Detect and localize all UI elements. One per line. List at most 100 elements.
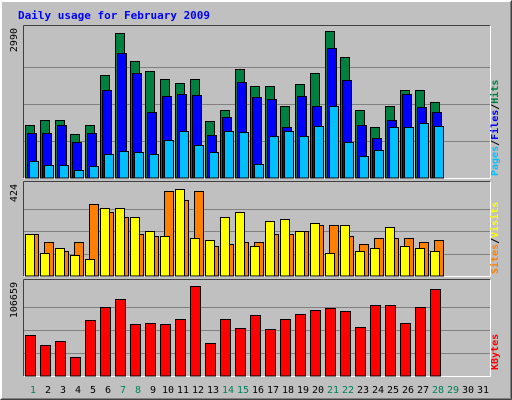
x-tick-label-day-7: 7 bbox=[120, 385, 126, 396]
x-tick-label-day-15: 15 bbox=[237, 385, 249, 396]
x-tick-labels: 1 2 3 4 5 6 7 8 9 10 11 12 13 14 15 16 17 18 19 20 21 22 23 24 2… bbox=[30, 385, 489, 396]
x-tick-label-day-19: 19 bbox=[297, 385, 309, 396]
bar-kbytes-day-8 bbox=[130, 324, 141, 377]
bar-visits-day-20 bbox=[310, 223, 320, 277]
bar-visits-day-3 bbox=[55, 248, 65, 277]
bar-visits-day-5 bbox=[85, 259, 95, 277]
x-tick-label-day-31: 31 bbox=[477, 385, 489, 396]
bar-visits-day-24 bbox=[370, 248, 380, 277]
bar-kbytes-day-9 bbox=[145, 323, 156, 377]
bar-visits-day-10 bbox=[160, 236, 170, 277]
x-tick-label-day-22: 22 bbox=[342, 385, 354, 396]
bar-visits-day-27 bbox=[415, 248, 425, 277]
bar-pages-day-5 bbox=[89, 166, 99, 179]
x-tick-label-day-13: 13 bbox=[207, 385, 219, 396]
bar-kbytes-day-10 bbox=[160, 324, 171, 377]
bar-pages-day-22 bbox=[344, 142, 354, 179]
x-tick-label-day-27: 27 bbox=[417, 385, 429, 396]
bar-kbytes-day-2 bbox=[40, 345, 51, 377]
panel-hits-legend: Pages/Files/Hits bbox=[489, 80, 501, 176]
bar-visits-day-8 bbox=[130, 217, 140, 277]
bar-pages-day-16 bbox=[254, 164, 264, 179]
bar-visits-day-25 bbox=[385, 227, 395, 277]
bar-kbytes-day-13 bbox=[205, 343, 216, 377]
bar-pages-day-14 bbox=[224, 131, 234, 179]
x-tick-label-day-11: 11 bbox=[177, 385, 189, 396]
x-tick-label-day-4: 4 bbox=[75, 385, 81, 396]
panel-visits: 424 Sites/Visits bbox=[9, 181, 501, 277]
bar-kbytes-day-12 bbox=[190, 286, 201, 377]
legend-visits: Visits bbox=[489, 202, 501, 238]
bar-visits-day-4 bbox=[70, 255, 80, 277]
bar-pages-day-9 bbox=[149, 154, 159, 179]
bar-pages-day-6 bbox=[104, 154, 114, 179]
bar-pages-day-23 bbox=[359, 156, 369, 179]
bar-visits-day-2 bbox=[40, 253, 50, 277]
panel-kbytes: 106659 KBytes bbox=[9, 279, 501, 377]
bar-kbytes-day-26 bbox=[400, 323, 411, 377]
bar-visits-day-23 bbox=[355, 251, 365, 277]
bar-pages-day-7 bbox=[119, 151, 129, 179]
bar-kbytes-day-24 bbox=[370, 305, 381, 377]
x-tick-label-day-2: 2 bbox=[45, 385, 51, 396]
bar-visits-day-11 bbox=[175, 189, 185, 277]
bar-visits-day-6 bbox=[100, 208, 110, 277]
bar-pages-day-17 bbox=[269, 136, 279, 179]
bar-kbytes-day-6 bbox=[100, 307, 111, 377]
panel-kbytes-max-label: 106659 bbox=[9, 282, 20, 318]
bar-visits-day-19 bbox=[295, 231, 305, 277]
bar-pages-day-11 bbox=[179, 131, 189, 179]
bar-kbytes-day-28 bbox=[430, 289, 441, 377]
bar-kbytes-day-22 bbox=[340, 311, 351, 377]
bar-visits-day-14 bbox=[220, 217, 230, 277]
bar-kbytes-day-20 bbox=[310, 310, 321, 377]
x-tick-label-day-29: 29 bbox=[447, 385, 459, 396]
x-tick-label-day-25: 25 bbox=[387, 385, 399, 396]
bar-pages-day-20 bbox=[314, 126, 324, 179]
x-tick-label-day-21: 21 bbox=[327, 385, 339, 396]
x-tick-label-day-30: 30 bbox=[462, 385, 474, 396]
panel-kbytes-legend: KBytes bbox=[490, 334, 501, 370]
legend-sites: Sites bbox=[489, 244, 501, 274]
bar-kbytes-day-27 bbox=[415, 307, 426, 377]
bar-pages-day-25 bbox=[389, 127, 399, 179]
bar-visits-day-21 bbox=[325, 253, 335, 277]
legend-separator: / bbox=[490, 238, 501, 244]
bar-pages-day-2 bbox=[44, 165, 54, 179]
x-tick-label-day-1: 1 bbox=[30, 385, 36, 396]
chart-title: Daily usage for February 2009 bbox=[18, 9, 210, 22]
panel-visits-max-label: 424 bbox=[9, 184, 20, 202]
legend-pages: Pages bbox=[490, 146, 501, 176]
bar-kbytes-day-15 bbox=[235, 328, 246, 377]
x-tick-label-day-24: 24 bbox=[372, 385, 384, 396]
x-tick-label-day-28: 28 bbox=[432, 385, 444, 396]
bar-pages-day-21 bbox=[329, 106, 339, 179]
bar-visits-day-17 bbox=[265, 221, 275, 277]
bar-kbytes-day-11 bbox=[175, 319, 186, 377]
bar-kbytes-day-21 bbox=[325, 308, 336, 377]
bar-pages-day-28 bbox=[434, 126, 444, 179]
legend-hits: Hits bbox=[489, 80, 501, 104]
bar-pages-day-8 bbox=[134, 152, 144, 179]
x-tick-label-day-26: 26 bbox=[402, 385, 414, 396]
legend-files: Files bbox=[489, 110, 501, 140]
bar-pages-day-27 bbox=[419, 123, 429, 179]
bar-pages-day-3 bbox=[59, 165, 69, 179]
bar-pages-day-15 bbox=[239, 132, 249, 179]
x-tick-label-day-10: 10 bbox=[162, 385, 174, 396]
bar-pages-day-24 bbox=[374, 150, 384, 179]
bar-pages-day-13 bbox=[209, 152, 219, 179]
x-tick-label-day-8: 8 bbox=[135, 385, 141, 396]
bar-visits-day-22 bbox=[340, 225, 350, 277]
bar-kbytes-day-23 bbox=[355, 327, 366, 377]
bar-pages-day-12 bbox=[194, 145, 204, 179]
bar-pages-day-26 bbox=[404, 127, 414, 179]
x-tick-label-day-3: 3 bbox=[60, 385, 66, 396]
bar-visits-day-12 bbox=[190, 238, 200, 277]
bar-pages-day-4 bbox=[74, 170, 84, 179]
bar-visits-day-7 bbox=[115, 208, 125, 277]
x-tick-label-day-14: 14 bbox=[222, 385, 234, 396]
